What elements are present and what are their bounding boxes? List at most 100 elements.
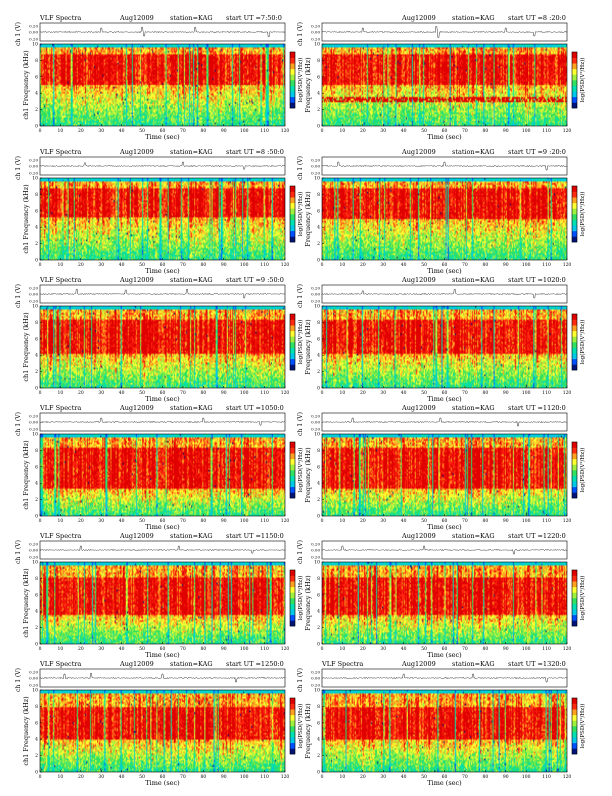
colorbar-segment	[572, 458, 577, 465]
colorbar-segment	[572, 96, 577, 103]
time-series-ylabel: ch 1 (V)	[15, 156, 22, 180]
x-tick-label: 120	[281, 518, 290, 524]
colorbar-segment	[290, 197, 295, 204]
time-series-trace	[321, 26, 568, 38]
y-tick-label: 0	[35, 258, 38, 264]
x-tick-label: 10	[340, 774, 346, 780]
spectrogram-image	[322, 44, 567, 126]
spectrogram-image	[322, 434, 567, 516]
x-axis-label: Time (sec)	[145, 267, 180, 275]
x-tick-label: 30	[380, 262, 386, 268]
x-tick-label: 120	[563, 128, 572, 134]
spectrogram-image	[322, 690, 567, 772]
colorbar-frame	[289, 569, 296, 627]
x-axis-label: Time (sec)	[427, 395, 462, 403]
colorbar-segment	[572, 714, 577, 721]
panel-6: Aug12009 station=KAG start UT =1020:0 ch 1 …	[297, 276, 586, 403]
y-tick-label: 4	[35, 481, 38, 487]
colorbar-label: log(PSD(V²/Hz))	[579, 192, 586, 237]
colorbar-segment	[290, 742, 295, 749]
colorbar-segment	[572, 475, 577, 482]
x-tick-label: 90	[503, 262, 509, 268]
x-tick-label: 60	[442, 390, 448, 396]
x-tick-label: 30	[98, 646, 104, 652]
panel-2: Aug12009 station=KAG start UT =8 :20:0 ch 1…	[297, 14, 586, 141]
x-tick-label: 100	[240, 646, 249, 652]
y-tick-label: 8	[317, 320, 320, 326]
x-tick-label: 60	[160, 390, 166, 396]
y-tick-label: 6	[317, 720, 320, 726]
x-tick-label: 70	[462, 128, 468, 134]
colorbar-segment	[572, 470, 577, 476]
colorbar-segment	[572, 592, 577, 599]
x-tick-label: 20	[360, 774, 366, 780]
y-tick-label: 6	[35, 464, 38, 470]
x-tick-label: 0	[39, 390, 42, 396]
colorbar-label: log(PSD(V²/Hz))	[579, 704, 586, 749]
x-tick-label: 100	[240, 262, 249, 268]
colorbar-segment	[290, 737, 295, 744]
time-series-tick-label: 0.20	[29, 286, 38, 291]
y-tick-label: 2	[35, 625, 38, 631]
x-tick-label: 0	[39, 774, 42, 780]
x-tick-label: 120	[563, 262, 572, 268]
colorbar-segment	[290, 726, 295, 732]
y-tick-label: 2	[35, 241, 38, 247]
colorbar-segment	[572, 102, 577, 109]
y-tick-label: 10	[314, 688, 320, 694]
panel-title: VLF Spectra	[39, 14, 81, 22]
x-tick-label: 50	[139, 518, 145, 524]
x-tick-label: 30	[380, 518, 386, 524]
colorbar-segment	[572, 186, 577, 192]
panel-3: VLF Spectra Aug12009 station=KAG start UT =…	[15, 148, 304, 275]
y-tick-label: 6	[35, 336, 38, 342]
colorbar	[289, 569, 296, 627]
x-tick-label: 110	[542, 128, 551, 134]
colorbar-frame	[289, 697, 296, 755]
x-tick-label: 10	[340, 390, 346, 396]
panel-9: VLF Spectra Aug12009 station=KAG start UT =…	[15, 532, 304, 659]
colorbar-segment	[572, 74, 577, 81]
colorbar	[571, 697, 578, 755]
x-tick-label: 10	[340, 646, 346, 652]
colorbar-segment	[572, 570, 577, 576]
colorbar-label: log(PSD(V²/Hz))	[297, 58, 304, 103]
panel-start-time: start UT =7:50:0	[226, 14, 282, 22]
x-tick-label: 110	[542, 646, 551, 652]
x-tick-label: 10	[58, 262, 64, 268]
colorbar-segment	[572, 57, 577, 64]
spectrogram-image	[322, 562, 567, 644]
colorbar-segment	[290, 358, 295, 365]
colorbar-segment	[572, 197, 577, 204]
time-series-tick-label: 0.00	[311, 164, 320, 169]
time-series-ylabel: ch 1 (V)	[15, 540, 22, 564]
y-tick-label: 4	[35, 353, 38, 359]
x-tick-label: 100	[522, 390, 531, 396]
y-axis-label: ch1 Frequency (kHz)	[22, 440, 30, 510]
colorbar-segment	[290, 353, 295, 360]
colorbar-segment	[572, 85, 577, 92]
x-tick-label: 60	[442, 646, 448, 652]
x-tick-label: 110	[542, 774, 551, 780]
x-tick-label: 20	[360, 646, 366, 652]
panel-start-time: start UT =1150:0	[226, 532, 284, 540]
x-axis-label: Time (sec)	[145, 651, 180, 659]
x-tick-label: 20	[360, 518, 366, 524]
colorbar-segment	[290, 603, 295, 610]
time-series-ylabel: ch 1 (V)	[297, 540, 304, 564]
colorbar-segment	[572, 609, 577, 616]
x-tick-label: 80	[200, 518, 206, 524]
y-axis-label: Frequency (kHz)	[304, 575, 312, 631]
x-tick-label: 100	[522, 518, 531, 524]
x-tick-label: 30	[380, 646, 386, 652]
panel-start-time: start UT =9 :20:0	[508, 148, 566, 156]
x-tick-label: 100	[522, 774, 531, 780]
x-tick-label: 20	[78, 262, 84, 268]
panel-station: station=KAG	[452, 276, 495, 284]
y-tick-label: 8	[35, 192, 38, 198]
x-tick-label: 0	[39, 128, 42, 134]
panel-station: station=KAG	[452, 532, 495, 540]
time-series-tick-label: 0.00	[29, 30, 38, 35]
colorbar-segment	[572, 453, 577, 460]
